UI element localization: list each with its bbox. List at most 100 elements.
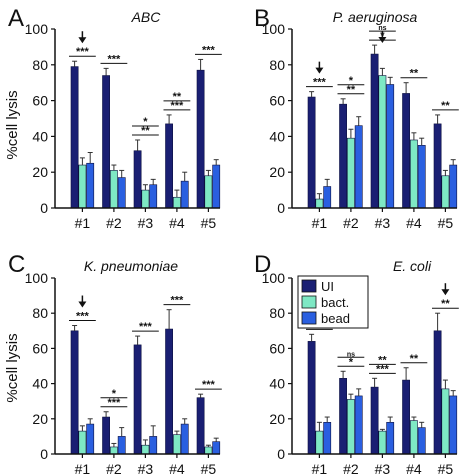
bar-bact <box>141 189 150 209</box>
bar-ui <box>402 93 410 209</box>
bar-bead <box>417 427 426 455</box>
bar-bead <box>417 145 426 209</box>
significance-stars: *** <box>107 53 121 65</box>
panel-letter: D <box>254 251 271 278</box>
bar-ui <box>165 123 173 209</box>
legend-swatch <box>301 279 317 293</box>
x-tick-label: #4 <box>406 215 422 231</box>
bar-bead <box>180 180 189 209</box>
bar-ui <box>433 330 442 455</box>
y-tick-label: 40 <box>269 376 285 392</box>
bar-ui <box>196 397 205 455</box>
panel-letter: B <box>254 5 270 32</box>
y-tick-label: 100 <box>262 270 286 286</box>
significance-stars: * <box>349 356 354 368</box>
x-tick-label: #3 <box>138 461 154 474</box>
x-tick-label: #1 <box>75 461 91 474</box>
legend-swatch <box>301 311 317 325</box>
y-tick-label: 60 <box>32 340 48 356</box>
y-tick-label: 60 <box>269 340 285 356</box>
significance-stars: *** <box>76 311 90 323</box>
y-tick-label: 20 <box>32 411 48 427</box>
y-axis-label: %cell lysis <box>4 90 21 159</box>
bar-bead <box>449 164 458 209</box>
bar-bead <box>117 436 126 455</box>
y-tick-label: 100 <box>25 21 49 37</box>
bar-ui <box>370 53 379 209</box>
bar-bact <box>409 420 418 455</box>
arrow-head-icon <box>78 301 87 308</box>
significance-stars: *** <box>376 363 390 375</box>
significance-stars: *** <box>202 44 216 56</box>
significance-stars: ns <box>347 351 355 358</box>
y-tick-label: 20 <box>32 164 48 180</box>
bar-ui <box>196 69 205 209</box>
panel-title: ABC <box>131 9 162 25</box>
x-tick-label: #2 <box>106 461 122 474</box>
significance-stars: *** <box>170 295 184 307</box>
legend-swatch <box>301 295 317 309</box>
panel-letter: C <box>8 251 25 278</box>
bar-bact <box>315 198 324 209</box>
bar-ui <box>165 328 173 455</box>
x-tick-label: #5 <box>438 215 454 231</box>
y-tick-label: 80 <box>269 305 285 321</box>
x-tick-label: #1 <box>312 215 328 231</box>
y-tick-label: 60 <box>269 93 285 109</box>
significance-stars: *** <box>107 397 121 409</box>
bar-bact <box>141 444 150 455</box>
y-tick-label: 40 <box>269 128 285 144</box>
x-tick-label: #3 <box>375 215 391 231</box>
significance-stars: *** <box>170 100 184 112</box>
bar-bact <box>78 430 87 455</box>
panel-letter: A <box>8 5 24 32</box>
x-tick-label: #2 <box>106 215 122 231</box>
bar-bead <box>212 164 221 209</box>
significance-stars: ** <box>141 125 150 137</box>
significance-stars: *** <box>76 46 90 58</box>
significance-stars: ** <box>410 353 419 365</box>
bar-bead <box>180 423 189 455</box>
bar-bact <box>441 175 450 209</box>
bar-bead <box>86 162 95 209</box>
bar-ui <box>339 378 347 455</box>
bar-bact <box>78 164 87 209</box>
x-tick-label: #4 <box>406 461 422 474</box>
legend-label: bead <box>321 311 350 326</box>
bar-bead <box>323 422 332 455</box>
y-axis-label: %cell lysis <box>4 333 21 402</box>
significance-stars: ** <box>378 354 387 366</box>
y-tick-label: 40 <box>32 376 48 392</box>
significance-stars: *** <box>202 379 216 391</box>
y-tick-label: 40 <box>32 128 48 144</box>
significance-stars: ns <box>378 25 386 32</box>
bar-ui <box>402 379 410 455</box>
y-tick-label: 80 <box>32 57 48 73</box>
bar-bead <box>354 395 363 455</box>
bar-bact <box>409 139 418 209</box>
significance-stars: * <box>112 388 117 400</box>
significance-stars: * <box>349 75 354 87</box>
significance-stars: *** <box>313 77 327 89</box>
panel-title: P. aeruginosa <box>333 9 418 25</box>
x-tick-label: #4 <box>169 215 185 231</box>
x-tick-label: #2 <box>343 215 359 231</box>
bar-bead <box>386 422 395 455</box>
y-tick-label: 0 <box>40 200 48 216</box>
bar-bact <box>315 430 324 455</box>
legend-label: bact. <box>321 295 349 310</box>
bar-bact <box>173 196 181 209</box>
bar-bead <box>323 186 332 209</box>
bar-bact <box>346 137 355 209</box>
bar-ui <box>102 75 110 209</box>
bar-ui <box>307 341 316 455</box>
bar-bact <box>110 446 118 455</box>
x-tick-label: #5 <box>201 215 217 231</box>
bar-bact <box>110 170 118 209</box>
y-tick-label: 0 <box>277 446 285 462</box>
x-tick-label: #2 <box>343 461 359 474</box>
x-tick-label: #5 <box>201 461 217 474</box>
legend-label: UI <box>321 279 334 294</box>
bar-bead <box>149 184 158 209</box>
